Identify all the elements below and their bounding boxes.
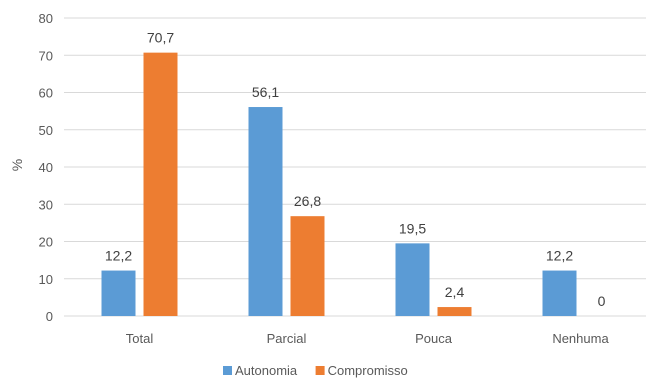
legend-label-compromisso: Compromisso (328, 363, 408, 378)
data-label-compromisso-pouca: 2,4 (445, 284, 465, 300)
bar-autonomia-nenhuma (542, 270, 577, 316)
y-axis-title: % (9, 159, 25, 171)
bar-autonomia-total (101, 270, 136, 316)
bar-compromisso-pouca (437, 307, 472, 316)
data-label-compromisso-parcial: 26,8 (294, 193, 321, 209)
y-tick-label: 40 (39, 160, 53, 175)
y-tick-label: 70 (39, 48, 53, 63)
legend: Autonomia Compromisso (223, 363, 408, 378)
y-tick-label: 80 (39, 11, 53, 26)
bar-autonomia-pouca (395, 243, 430, 316)
y-tick-label: 50 (39, 123, 53, 138)
y-tick-label: 60 (39, 86, 53, 101)
data-label-autonomia-total: 12,2 (105, 248, 132, 264)
bars (101, 52, 577, 317)
data-label-autonomia-parcial: 56,1 (252, 84, 279, 100)
category-labels: Total Parcial Pouca Nenhuma (126, 331, 610, 346)
bar-compromisso-parcial (290, 216, 325, 316)
data-label-autonomia-pouca: 19,5 (399, 220, 426, 236)
y-tick-label: 0 (46, 309, 53, 324)
category-label-parcial: Parcial (267, 331, 307, 346)
data-labels: 12,2 70,7 56,1 26,8 19,5 2,4 12,2 0 (105, 30, 606, 309)
legend-label-autonomia: Autonomia (235, 363, 298, 378)
y-axis-ticks: 0 10 20 30 40 50 60 70 80 (39, 11, 53, 324)
data-label-autonomia-nenhuma: 12,2 (546, 248, 573, 264)
bar-compromisso-total (143, 52, 178, 317)
legend-swatch-compromisso (315, 366, 325, 375)
y-tick-label: 30 (39, 197, 53, 212)
data-label-compromisso-total: 70,7 (147, 30, 174, 46)
category-label-pouca: Pouca (415, 331, 453, 346)
legend-swatch-autonomia (223, 366, 232, 375)
category-label-total: Total (126, 331, 154, 346)
bar-autonomia-parcial (248, 107, 283, 316)
data-label-compromisso-nenhuma: 0 (598, 293, 606, 309)
y-tick-label: 20 (39, 235, 53, 250)
y-tick-label: 10 (39, 272, 53, 287)
category-label-nenhuma: Nenhuma (552, 331, 609, 346)
